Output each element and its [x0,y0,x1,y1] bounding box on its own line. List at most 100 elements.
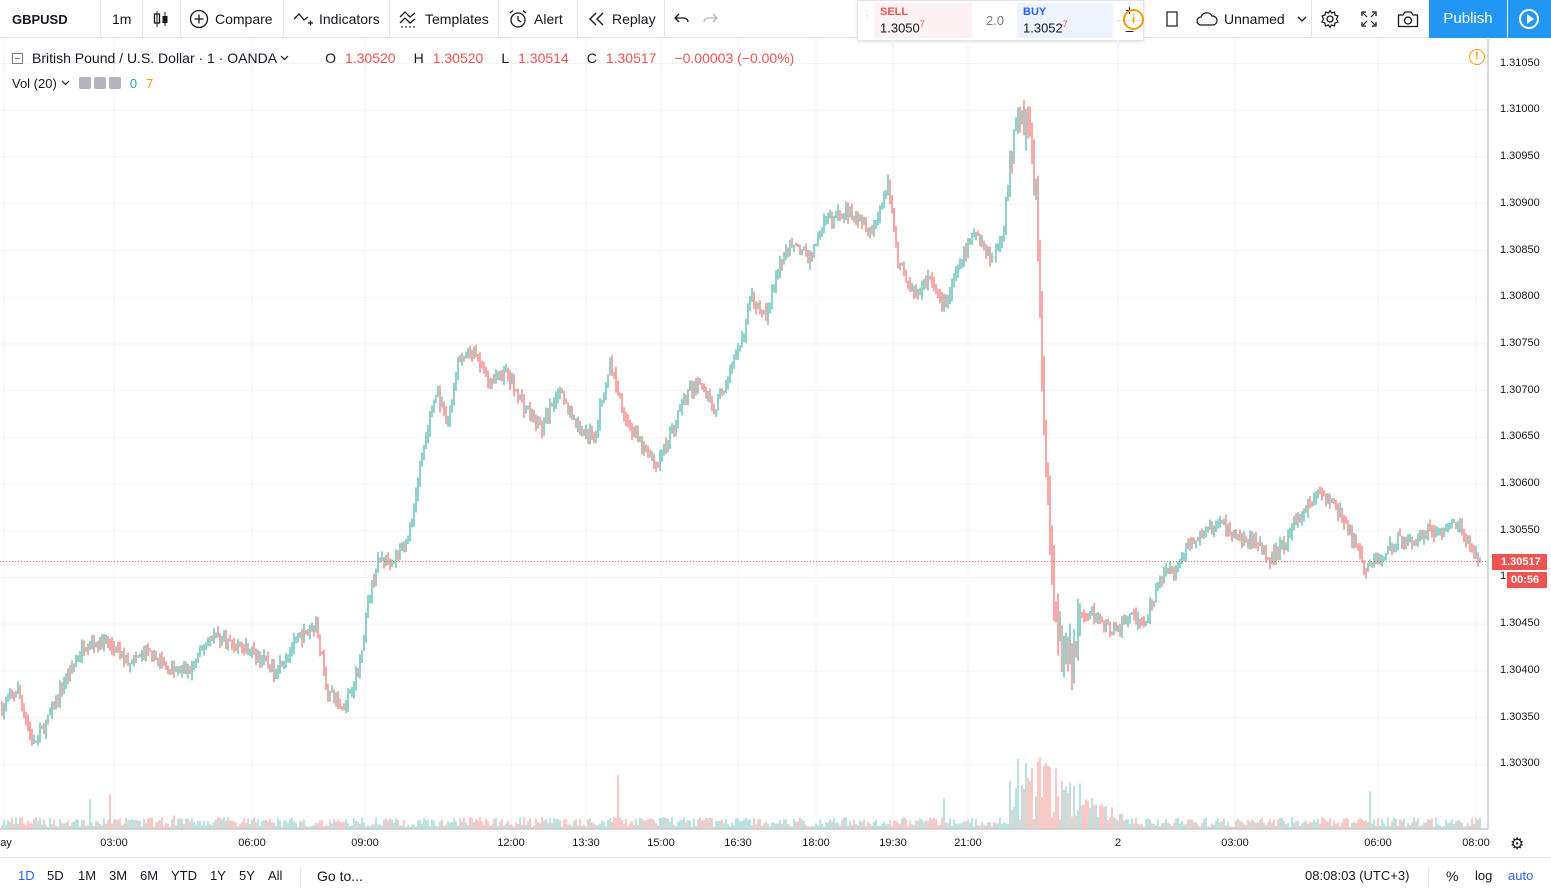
price-tick-label: 1.30400 [1500,663,1540,676]
price-tick-label: 1.30900 [1500,196,1540,209]
templates-label: Templates [425,11,489,27]
plus-circle-icon [189,9,209,29]
price-tick-label: 1.30350 [1500,710,1540,723]
chart-pane[interactable] [0,39,1551,857]
bottom-toolbar: 1D 5D 1M 3M 6M YTD 1Y 5Y All Go to... 08:08:03 (… [0,857,1551,896]
chart-type-button[interactable] [152,0,170,38]
price-chart[interactable] [0,39,1551,857]
percent-scale-button[interactable]: % [1446,868,1459,884]
time-tick-label: 21:00 [954,837,982,849]
range-button-3m[interactable]: 3M [109,868,128,883]
info-icon[interactable]: i [1123,9,1144,30]
divider [389,0,390,38]
drag-handle-icon[interactable]: ⋮⋮ [862,10,882,21]
open-label: O [325,50,336,66]
settings-button[interactable] [1320,0,1340,38]
price-tick-label: 1.30450 [1500,617,1540,630]
chevron-down-icon[interactable] [61,80,70,86]
publish-button[interactable]: Publish [1429,0,1507,38]
layout-name-button[interactable]: Unnamed [1196,0,1307,38]
snapshot-button[interactable] [1397,0,1419,38]
buy-price: 1.30527 [1023,19,1113,35]
price-tick-label: 1.30300 [1500,757,1540,770]
time-tick-label: 12:00 [497,837,525,849]
open-value: O 1.30520 [325,50,405,66]
divider [498,0,499,38]
divider [300,866,301,888]
indicators-button[interactable]: Indicators [293,0,380,38]
volume-title[interactable]: Vol (20) [12,75,57,91]
rewind-icon [589,12,604,26]
fullscreen-icon [1361,11,1377,27]
range-button-5y[interactable]: 5Y [239,868,255,883]
range-button-1d[interactable]: 1D [18,868,35,883]
range-button-1y[interactable]: 1Y [210,868,226,883]
cloud-icon [1196,12,1218,26]
divider [180,0,181,38]
indicators-icon [293,13,313,26]
time-tick-label: ay [0,837,12,849]
auto-scale-button[interactable]: auto [1508,868,1534,883]
time-tick-label: 18:00 [802,837,830,849]
range-button-6m[interactable]: 6M [140,868,159,883]
sell-button[interactable]: SELL 1.30507 [874,3,972,38]
log-scale-button[interactable]: log [1475,868,1493,883]
remove-icon[interactable] [108,77,121,89]
buy-label: BUY [1023,6,1047,18]
time-tick-label: 15:00 [647,837,675,849]
time-tick-label: 06:00 [238,837,266,849]
layout-icon [1166,11,1178,27]
settings-small-icon[interactable] [93,77,106,89]
range-button-1m[interactable]: 1M [78,868,97,883]
trade-panel: ⋮⋮ SELL 1.30507 2.0 BUY 1.30527 + – [857,0,1144,41]
gear-icon [1321,9,1339,29]
redo-button[interactable] [702,0,718,38]
sell-price-main: 1.3050 [880,20,920,36]
price-tick-label: 1.30850 [1500,243,1540,256]
high-number: 1.30520 [432,50,484,66]
top-toolbar: GBPUSD 1m Compare Indicators [0,0,1551,41]
volume-value-1: 0 [129,75,138,91]
undo-button[interactable] [674,0,690,38]
alert-button[interactable]: Alert [508,0,563,38]
bar-countdown-label: 00:56 [1507,571,1547,588]
replay-label: Replay [612,11,656,27]
range-button-all[interactable]: All [268,868,283,883]
warning-icon[interactable]: ! [1469,49,1485,65]
layout-button[interactable] [1166,0,1178,38]
visibility-icon[interactable] [78,77,91,89]
price-tick-label: 1.30600 [1500,477,1540,490]
publish-arrow-button[interactable] [1508,0,1551,38]
sell-label: SELL [880,6,909,18]
goto-button[interactable]: Go to... [317,868,363,884]
chevron-down-icon[interactable] [280,55,289,61]
series-title[interactable]: British Pound / U.S. Dollar · 1 · OANDA [32,50,278,66]
divider [283,0,284,38]
collapse-legend-icon[interactable] [12,52,23,64]
sell-price: 1.30507 [880,19,972,35]
divider [100,0,101,38]
compare-button[interactable]: Compare [189,0,273,38]
time-tick-label: 09:00 [351,837,379,849]
replay-button[interactable]: Replay [588,0,656,38]
divider [1428,866,1429,888]
volume-value-2: 7 [146,75,154,91]
interval-button[interactable]: 1m [112,11,132,27]
low-label: L [501,50,510,66]
divider [1311,0,1312,38]
range-button-5d[interactable]: 5D [47,868,64,883]
clock-display[interactable]: 08:08:03 (UTC+3) [1305,868,1410,883]
low-value: L 1.30514 [501,50,577,66]
price-tick-label: 1.30550 [1500,523,1540,536]
sell-price-pip: 7 [919,19,925,29]
fullscreen-button[interactable] [1360,0,1378,38]
gear-icon[interactable]: ⚙ [1510,836,1525,853]
symbol-search[interactable]: GBPUSD [12,11,68,27]
time-tick-label: 13:30 [572,837,600,849]
templates-button[interactable]: Templates [399,0,489,38]
low-number: 1.30514 [518,50,569,66]
buy-button[interactable]: BUY 1.30527 [1017,3,1113,38]
range-button-ytd[interactable]: YTD [171,868,197,883]
buy-price-main: 1.3052 [1023,20,1063,36]
ohlc-values: O 1.30520 H 1.30520 L 1.30514 C 1.30517 −0.0… [325,50,803,66]
